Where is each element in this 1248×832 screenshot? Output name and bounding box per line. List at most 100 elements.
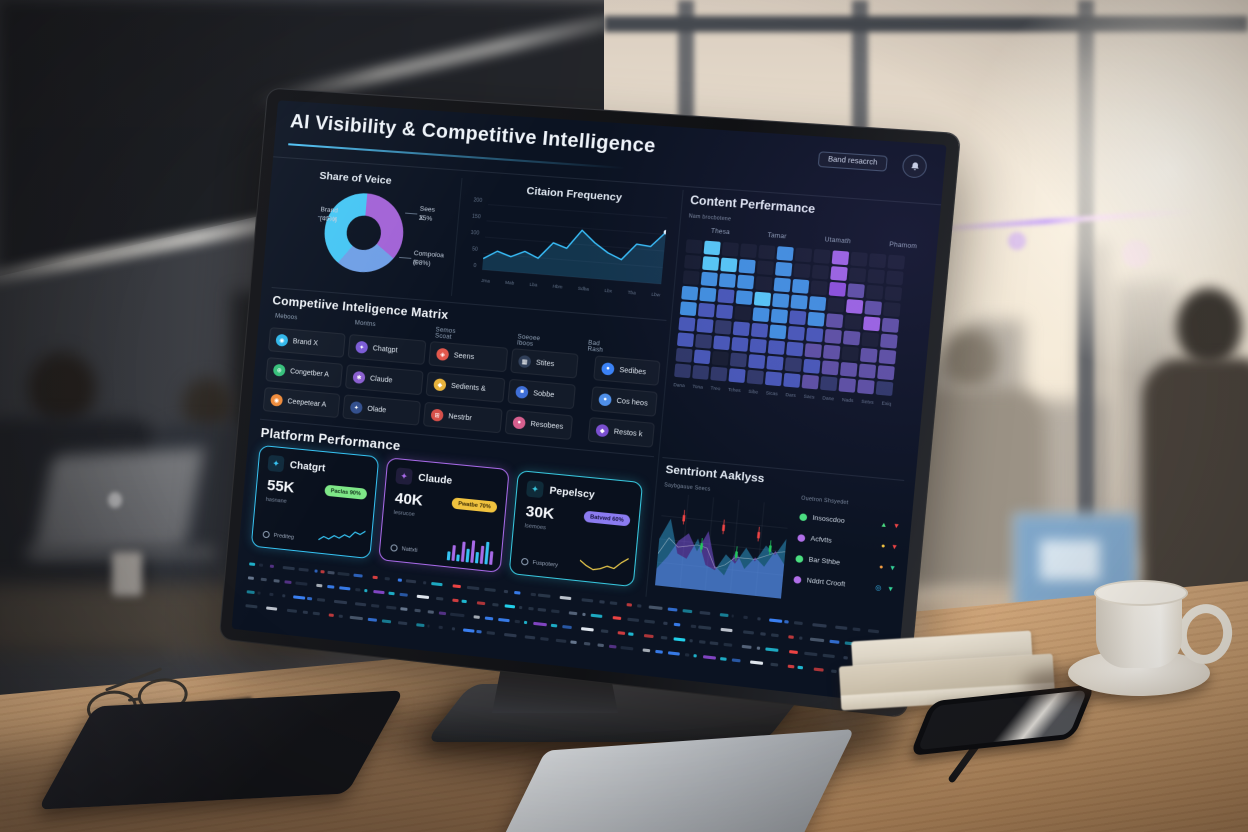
heatmap-cell[interactable]	[702, 256, 719, 271]
heatmap-cell[interactable]	[826, 313, 844, 328]
matrix-cell[interactable]: ⊕ Congetber A	[265, 357, 343, 388]
heatmap-cell[interactable]	[772, 293, 789, 308]
heatmap-cell[interactable]	[747, 370, 764, 385]
heatmap-cell[interactable]	[849, 268, 867, 283]
heatmap-cell[interactable]	[887, 255, 905, 270]
heatmap-cell[interactable]	[881, 318, 899, 333]
heatmap-cell[interactable]	[884, 286, 902, 301]
heatmap-cell[interactable]	[813, 249, 831, 264]
heatmap-cell[interactable]	[716, 304, 733, 319]
matrix-cell[interactable]: ◈ Seens	[428, 341, 508, 372]
matrix-cell[interactable]: ✱ Claude	[345, 364, 424, 395]
platform-card-pepelscy[interactable]: ✦ Pepelscy 30K Isemoes Batvwd 60% Fuspotery	[509, 470, 644, 587]
heatmap-cell[interactable]	[680, 301, 697, 316]
heatmap-cell[interactable]	[861, 332, 879, 347]
matrix-cell[interactable]: ✦ Olade	[342, 394, 421, 425]
heatmap-cell[interactable]	[758, 245, 775, 260]
heatmap-cell[interactable]	[678, 317, 695, 332]
matrix-cell[interactable]: ✦ Chatgpt	[348, 334, 427, 365]
heatmap-cell[interactable]	[722, 242, 739, 257]
matrix-cell[interactable]: ▦ Stites	[510, 348, 579, 378]
heatmap-cell[interactable]	[827, 298, 845, 313]
heatmap-cell[interactable]	[802, 374, 820, 389]
citation-chart[interactable]	[482, 200, 668, 288]
heatmap-cell[interactable]	[883, 302, 901, 317]
heatmap-cell[interactable]	[775, 262, 792, 277]
heatmap-cell[interactable]	[696, 318, 713, 333]
heatmap-cell[interactable]	[850, 252, 868, 267]
matrix-cell[interactable]: ⊞ Nestrbr	[423, 402, 503, 434]
heatmap-cell[interactable]	[712, 351, 729, 366]
heatmap-cell[interactable]	[674, 363, 691, 378]
heatmap-grid[interactable]	[674, 239, 905, 398]
heatmap-cell[interactable]	[810, 280, 828, 295]
heatmap-cell[interactable]	[864, 301, 882, 316]
heatmap-cell[interactable]	[701, 272, 718, 287]
heatmap-cell[interactable]	[821, 360, 839, 375]
heatmap-cell[interactable]	[694, 349, 711, 364]
heatmap-cell[interactable]	[715, 320, 732, 335]
heatmap-cell[interactable]	[740, 243, 757, 258]
heatmap-cell[interactable]	[789, 310, 806, 325]
heatmap-cell[interactable]	[886, 270, 904, 285]
heatmap-cell[interactable]	[713, 335, 730, 350]
heatmap-cell[interactable]	[866, 285, 884, 300]
heatmap-cell[interactable]	[681, 286, 698, 301]
heatmap-cell[interactable]	[843, 330, 861, 345]
heatmap-cell[interactable]	[876, 381, 894, 396]
heatmap-cell[interactable]	[748, 354, 765, 369]
matrix-cell[interactable]: ◉ Brand X	[268, 327, 346, 358]
matrix-cell[interactable]: ■ Sobbe	[507, 379, 576, 410]
heatmap-cell[interactable]	[768, 340, 785, 355]
heatmap-cell[interactable]	[754, 292, 771, 307]
heatmap-cell[interactable]	[795, 248, 813, 263]
matrix-cell[interactable]: ● Resobees	[505, 409, 573, 440]
heatmap-cell[interactable]	[699, 287, 716, 302]
heatmap-cell[interactable]	[695, 334, 712, 349]
heatmap-cell[interactable]	[790, 295, 807, 310]
heatmap-cell[interactable]	[692, 365, 709, 380]
heatmap-cell[interactable]	[755, 276, 772, 291]
heatmap-cell[interactable]	[757, 260, 774, 275]
matrix-cell[interactable]: ◆ Sedients &	[426, 371, 506, 402]
heatmap-cell[interactable]	[751, 323, 768, 338]
heatmap-cell[interactable]	[823, 345, 841, 360]
heatmap-cell[interactable]	[698, 303, 715, 318]
heatmap-cell[interactable]	[877, 365, 895, 380]
heatmap-cell[interactable]	[766, 356, 783, 371]
heatmap-cell[interactable]	[752, 307, 769, 322]
heatmap-cell[interactable]	[717, 289, 734, 304]
heatmap-cell[interactable]	[838, 378, 856, 393]
heatmap-cell[interactable]	[736, 290, 753, 305]
heatmap-cell[interactable]	[792, 279, 809, 294]
heatmap-cell[interactable]	[857, 379, 875, 394]
heatmap-cell[interactable]	[677, 332, 694, 347]
heatmap-cell[interactable]	[765, 371, 782, 386]
heatmap-cell[interactable]	[749, 338, 766, 353]
heatmap-cell[interactable]	[860, 348, 878, 363]
heatmap-cell[interactable]	[869, 253, 887, 268]
heatmap-cell[interactable]	[675, 348, 692, 363]
heatmap-cell[interactable]	[829, 282, 847, 297]
heatmap-cell[interactable]	[820, 376, 838, 391]
heatmap-cell[interactable]	[880, 334, 898, 349]
heatmap-cell[interactable]	[738, 259, 755, 274]
heatmap-cell[interactable]	[879, 349, 897, 364]
matrix-cell[interactable]: ● Cos heos	[590, 386, 657, 417]
heatmap-cell[interactable]	[847, 283, 865, 298]
heatmap-cell[interactable]	[776, 246, 793, 261]
heatmap-cell[interactable]	[807, 312, 825, 327]
matrix-cell[interactable]: ◆ Restos k	[588, 417, 655, 448]
bell-icon[interactable]	[901, 154, 927, 179]
heatmap-cell[interactable]	[863, 316, 881, 331]
heatmap-cell[interactable]	[771, 309, 788, 324]
heatmap-cell[interactable]	[844, 315, 862, 330]
platform-card-chatgrt[interactable]: ✦ Chatgrt 55K hasnane Paclas 90% Prediteg	[251, 445, 380, 559]
heatmap-cell[interactable]	[684, 255, 701, 270]
heatmap-cell[interactable]	[733, 321, 750, 336]
heatmap-cell[interactable]	[809, 296, 827, 311]
heatmap-cell[interactable]	[769, 324, 786, 339]
heatmap-cell[interactable]	[785, 357, 802, 372]
heatmap-cell[interactable]	[840, 362, 858, 377]
heatmap-cell[interactable]	[683, 270, 700, 285]
